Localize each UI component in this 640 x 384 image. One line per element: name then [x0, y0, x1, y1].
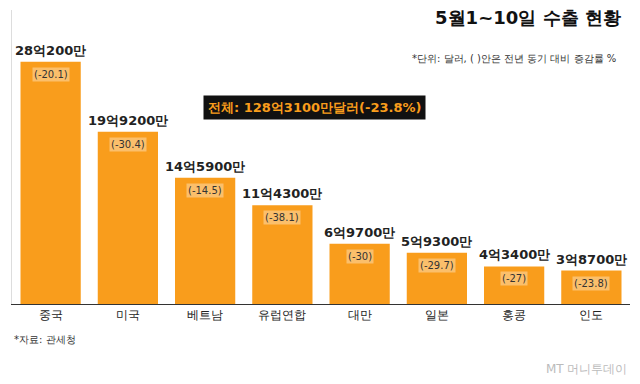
svg-text:미국: 미국 [116, 308, 140, 322]
svg-text:5월1~10일 수출 현황: 5월1~10일 수출 현황 [435, 7, 621, 28]
svg-text:(-30.4): (-30.4) [111, 139, 145, 150]
svg-text:(-14.5): (-14.5) [188, 185, 222, 196]
svg-text:(-20.1): (-20.1) [34, 69, 68, 80]
svg-text:대만: 대만 [348, 308, 372, 322]
svg-text:(-30): (-30) [348, 251, 372, 262]
svg-text:일본: 일본 [425, 308, 449, 322]
svg-text:*자료: 관세청: *자료: 관세청 [14, 334, 76, 345]
svg-text:베트남: 베트남 [187, 308, 223, 322]
svg-text:(-38.1): (-38.1) [265, 212, 299, 223]
svg-text:6억9700만: 6억9700만 [324, 225, 395, 240]
svg-text:(-23.8): (-23.8) [574, 278, 608, 289]
svg-text:(-29.7): (-29.7) [420, 260, 454, 271]
svg-text:28억200만: 28억200만 [15, 43, 86, 58]
svg-text:(-27): (-27) [502, 273, 526, 284]
svg-text:3억8700만: 3억8700만 [556, 252, 627, 267]
svg-text:전체: 128억3100만달러(-23.8%): 전체: 128억3100만달러(-23.8%) [208, 100, 421, 115]
svg-text:인도: 인도 [579, 308, 603, 322]
svg-text:*단위: 달러, ( )안은 전년 동기 대비 증감률 %: *단위: 달러, ( )안은 전년 동기 대비 증감률 % [412, 53, 616, 64]
svg-text:19억9200만: 19억9200만 [88, 113, 168, 128]
svg-text:중국: 중국 [39, 308, 63, 322]
svg-text:14억5900만: 14억5900만 [165, 159, 245, 174]
svg-text:5억9300만: 5억9300만 [401, 234, 472, 249]
svg-text:홍콩: 홍콩 [502, 308, 526, 322]
svg-text:11억4300만: 11억4300만 [242, 186, 322, 201]
svg-text:MT 머니투데이: MT 머니투데이 [546, 362, 628, 376]
svg-text:유럽연합: 유럽연합 [258, 308, 306, 322]
svg-text:4억3400만: 4억3400만 [479, 247, 550, 262]
